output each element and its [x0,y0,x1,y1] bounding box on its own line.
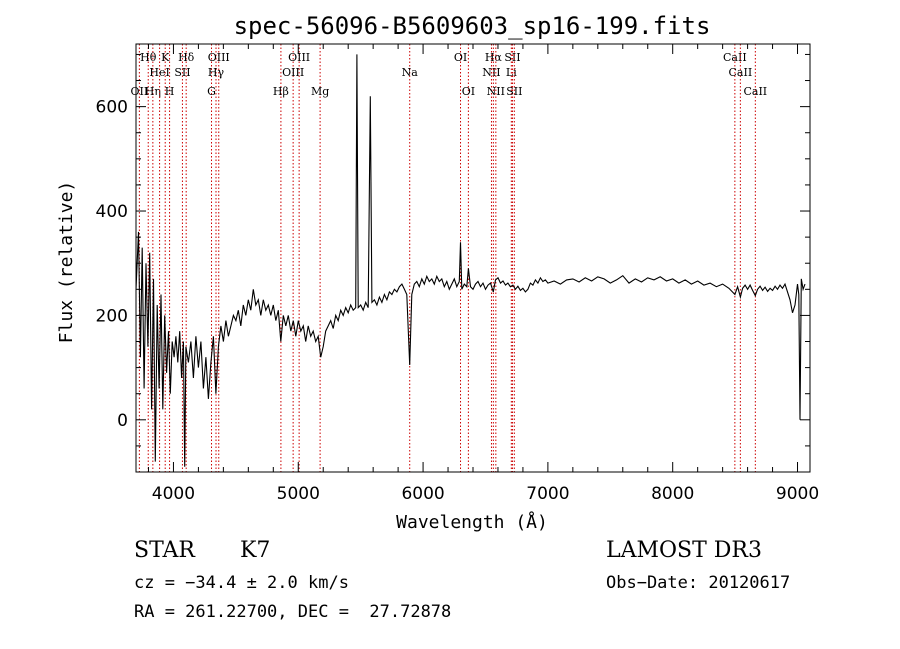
x-tick-label: 8000 [651,484,694,504]
marker-label: NII [487,85,505,98]
x-tick-label: 7000 [526,484,569,504]
y-tick-label: 600 [96,98,128,118]
marker-label: H [165,85,175,98]
marker-label: CaII [729,66,753,79]
x-tick-label: 9000 [776,484,819,504]
marker-label: NII [482,66,500,79]
object-subclass: K7 [240,538,271,563]
marker-label: OIII [208,51,230,64]
flux-line [136,54,806,467]
marker-label: SII [506,85,522,98]
marker-label: Li [506,66,517,79]
marker-label: CaII [723,51,747,64]
marker-label: SII [174,66,190,79]
marker-label: Mg [311,85,329,98]
marker-label: K [161,51,170,64]
x-tick-label: 5000 [277,484,320,504]
marker-label: CaII [743,85,767,98]
marker-label: SII [504,51,520,64]
x-axis: 4000 5000 6000 7000 8000 9000 [147,44,819,504]
line-markers: OII Hθ Hη HeI K H SII Hδ G Hγ OIII Hβ OIII OIII Mg Na OI… [131,44,767,472]
y-tick-label: 400 [96,202,128,222]
chart-title: spec-56096-B5609603_sp16-199.fits [234,12,711,40]
y-axis: 0 200 400 600 [96,53,810,473]
y-axis-label: Flux (relative) [56,181,77,344]
marker-label: OI [462,85,475,98]
x-tick-label: 6000 [401,484,444,504]
marker-label: OIII [282,66,304,79]
marker-label: Hη [145,85,161,98]
marker-label: Hγ [208,66,225,79]
marker-label: Hβ [273,85,289,98]
y-tick-label: 200 [96,306,128,326]
marker-label: Hα [485,51,503,64]
obs-date: Obs−Date: 20120617 [606,573,791,593]
marker-label: Hθ [140,51,157,64]
object-class: STAR [134,538,195,563]
marker-label: OII [131,85,149,98]
marker-label: HeI [149,66,169,79]
marker-label: Na [402,66,419,79]
marker-label: OIII [288,51,310,64]
survey-name: LAMOST DR3 [606,538,762,563]
ra-dec: RA = 261.22700, DEC = 27.72878 [134,602,452,622]
redshift-text: cz = −34.4 ± 2.0 km/s [134,573,349,593]
plot-frame [135,43,811,473]
marker-label: Hδ [178,51,195,64]
x-axis-label: Wavelength (Å) [396,511,548,533]
marker-label: OI [454,51,467,64]
marker-label: G [207,85,216,98]
flux-series [136,54,806,467]
x-tick-label: 4000 [152,484,195,504]
y-tick-label: 0 [117,411,128,431]
